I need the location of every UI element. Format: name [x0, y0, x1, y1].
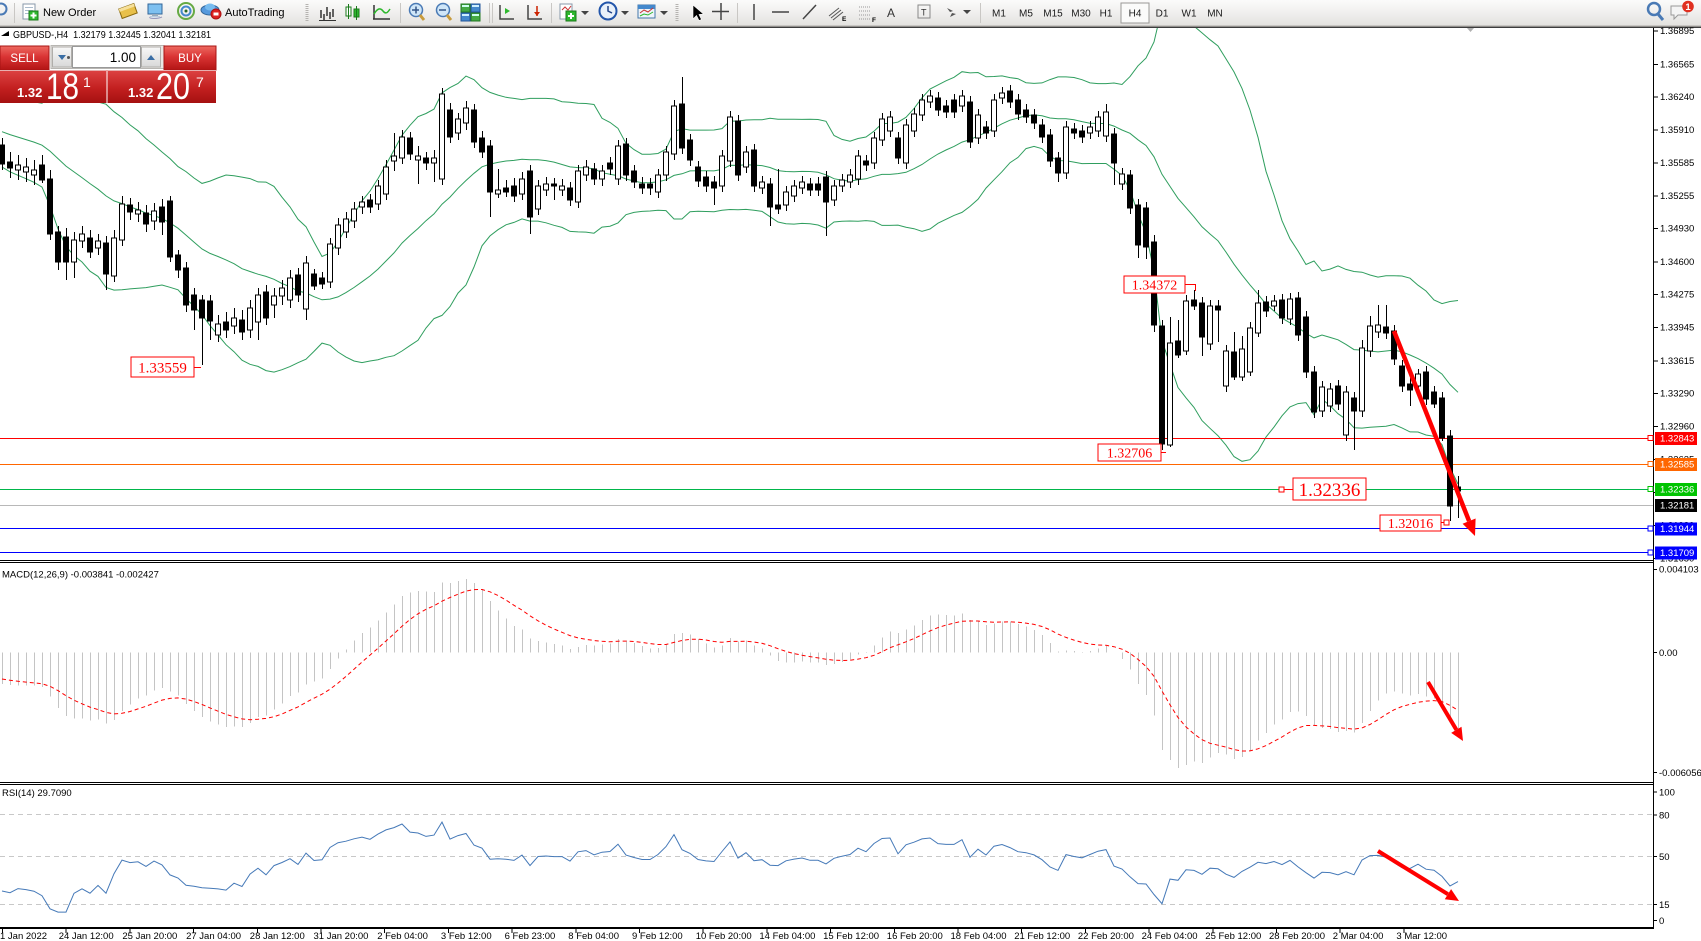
svg-text:22 Feb 20:00: 22 Feb 20:00 — [1078, 931, 1134, 941]
svg-text:1.36565: 1.36565 — [1660, 59, 1694, 70]
svg-text:18 Feb 04:00: 18 Feb 04:00 — [951, 931, 1007, 941]
svg-text:18: 18 — [46, 66, 79, 107]
svg-text:28 Jan 12:00: 28 Jan 12:00 — [250, 931, 305, 941]
svg-text:M5: M5 — [1019, 9, 1033, 20]
svg-text:25 Jan 20:00: 25 Jan 20:00 — [122, 931, 177, 941]
svg-text:W1: W1 — [1182, 9, 1197, 20]
svg-text:1.35255: 1.35255 — [1660, 191, 1694, 202]
svg-text:SELL: SELL — [10, 53, 39, 65]
svg-text:1.32960: 1.32960 — [1660, 422, 1694, 433]
svg-text:-0.006056: -0.006056 — [1659, 768, 1701, 779]
svg-text:20: 20 — [156, 66, 190, 107]
svg-text:F: F — [872, 17, 876, 24]
svg-text:8 Feb 04:00: 8 Feb 04:00 — [568, 931, 619, 941]
svg-text:15 Feb 12:00: 15 Feb 12:00 — [823, 931, 879, 941]
svg-text:E: E — [842, 16, 847, 23]
svg-text:1.36895: 1.36895 — [1660, 26, 1694, 37]
svg-text:1.34275: 1.34275 — [1660, 290, 1694, 301]
svg-text:80: 80 — [1659, 811, 1670, 822]
svg-text:D1: D1 — [1156, 9, 1169, 20]
svg-text:1.34930: 1.34930 — [1660, 224, 1694, 235]
svg-text:1.34600: 1.34600 — [1660, 257, 1694, 268]
svg-text:14 Feb 04:00: 14 Feb 04:00 — [759, 931, 815, 941]
svg-text:RSI(14) 29.7090: RSI(14) 29.7090 — [2, 788, 72, 799]
svg-text:3 Feb 12:00: 3 Feb 12:00 — [441, 931, 492, 941]
svg-text:0: 0 — [1659, 916, 1664, 927]
svg-text:MACD(12,26,9) -0.003841 -0.002: MACD(12,26,9) -0.003841 -0.002427 — [2, 570, 159, 581]
svg-text:24 Jan 12:00: 24 Jan 12:00 — [59, 931, 114, 941]
svg-text:24 Feb 04:00: 24 Feb 04:00 — [1142, 931, 1198, 941]
svg-text:2 Feb 04:00: 2 Feb 04:00 — [377, 931, 428, 941]
svg-text:1.34372: 1.34372 — [1132, 279, 1178, 294]
svg-text:50: 50 — [1659, 852, 1670, 863]
svg-text:A: A — [887, 6, 895, 20]
svg-text:31 Jan 20:00: 31 Jan 20:00 — [314, 931, 369, 941]
svg-text:3 Mar 12:00: 3 Mar 12:00 — [1396, 931, 1447, 941]
svg-text:7: 7 — [196, 74, 204, 90]
svg-text:New Order: New Order — [43, 7, 97, 19]
svg-text:0.004103: 0.004103 — [1659, 565, 1699, 576]
svg-text:1.33559: 1.33559 — [138, 360, 187, 376]
svg-text:27 Jan 04:00: 27 Jan 04:00 — [186, 931, 241, 941]
svg-text:10 Feb 20:00: 10 Feb 20:00 — [696, 931, 752, 941]
svg-text:1.35585: 1.35585 — [1660, 158, 1694, 169]
svg-text:21 Feb 12:00: 21 Feb 12:00 — [1014, 931, 1070, 941]
svg-text:M15: M15 — [1043, 9, 1063, 20]
svg-text:1.32336: 1.32336 — [1299, 480, 1361, 501]
svg-text:1.33290: 1.33290 — [1660, 389, 1694, 400]
svg-text:1.00: 1.00 — [110, 50, 136, 65]
svg-text:2 Mar 04:00: 2 Mar 04:00 — [1333, 931, 1384, 941]
svg-text:1.32: 1.32 — [128, 85, 153, 100]
svg-text:15: 15 — [1659, 900, 1670, 911]
svg-text:H1: H1 — [1100, 9, 1113, 20]
svg-text:1.35910: 1.35910 — [1660, 125, 1694, 136]
svg-text:1.31709: 1.31709 — [1660, 548, 1694, 559]
svg-text:AutoTrading: AutoTrading — [225, 7, 285, 19]
svg-text:16 Feb 20:00: 16 Feb 20:00 — [887, 931, 943, 941]
svg-text:1.32706: 1.32706 — [1107, 447, 1153, 462]
svg-text:H4: H4 — [1129, 9, 1142, 20]
svg-text:1.32843: 1.32843 — [1660, 434, 1694, 445]
svg-text:GBPUSD-,H4 1.32179 1.32445 1.: GBPUSD-,H4 1.32179 1.32445 1.32041 1.321… — [13, 30, 211, 41]
svg-text:M30: M30 — [1071, 9, 1091, 20]
svg-text:1.32181: 1.32181 — [1660, 501, 1694, 512]
svg-text:100: 100 — [1659, 788, 1675, 799]
svg-text:1.32: 1.32 — [17, 85, 42, 100]
svg-text:1.32336: 1.32336 — [1660, 485, 1694, 496]
svg-text:1.31944: 1.31944 — [1660, 524, 1694, 535]
svg-text:1: 1 — [1685, 2, 1691, 13]
svg-text:BUY: BUY — [178, 53, 202, 65]
svg-text:9 Feb 12:00: 9 Feb 12:00 — [632, 931, 683, 941]
svg-text:1 Jan 2022: 1 Jan 2022 — [0, 931, 47, 941]
svg-text:MN: MN — [1207, 9, 1223, 20]
svg-text:1: 1 — [83, 74, 91, 90]
svg-text:1.33945: 1.33945 — [1660, 323, 1694, 334]
svg-text:T: T — [921, 8, 927, 18]
svg-text:1.32016: 1.32016 — [1388, 517, 1434, 532]
svg-text:1.36240: 1.36240 — [1660, 92, 1694, 103]
svg-text:1.33615: 1.33615 — [1660, 356, 1694, 367]
svg-text:1.32585: 1.32585 — [1660, 460, 1694, 471]
svg-text:0.00: 0.00 — [1659, 648, 1678, 659]
svg-text:25 Feb 12:00: 25 Feb 12:00 — [1205, 931, 1261, 941]
svg-text:6 Feb 23:00: 6 Feb 23:00 — [505, 931, 556, 941]
svg-text:28 Feb 20:00: 28 Feb 20:00 — [1269, 931, 1325, 941]
svg-text:M1: M1 — [992, 9, 1006, 20]
